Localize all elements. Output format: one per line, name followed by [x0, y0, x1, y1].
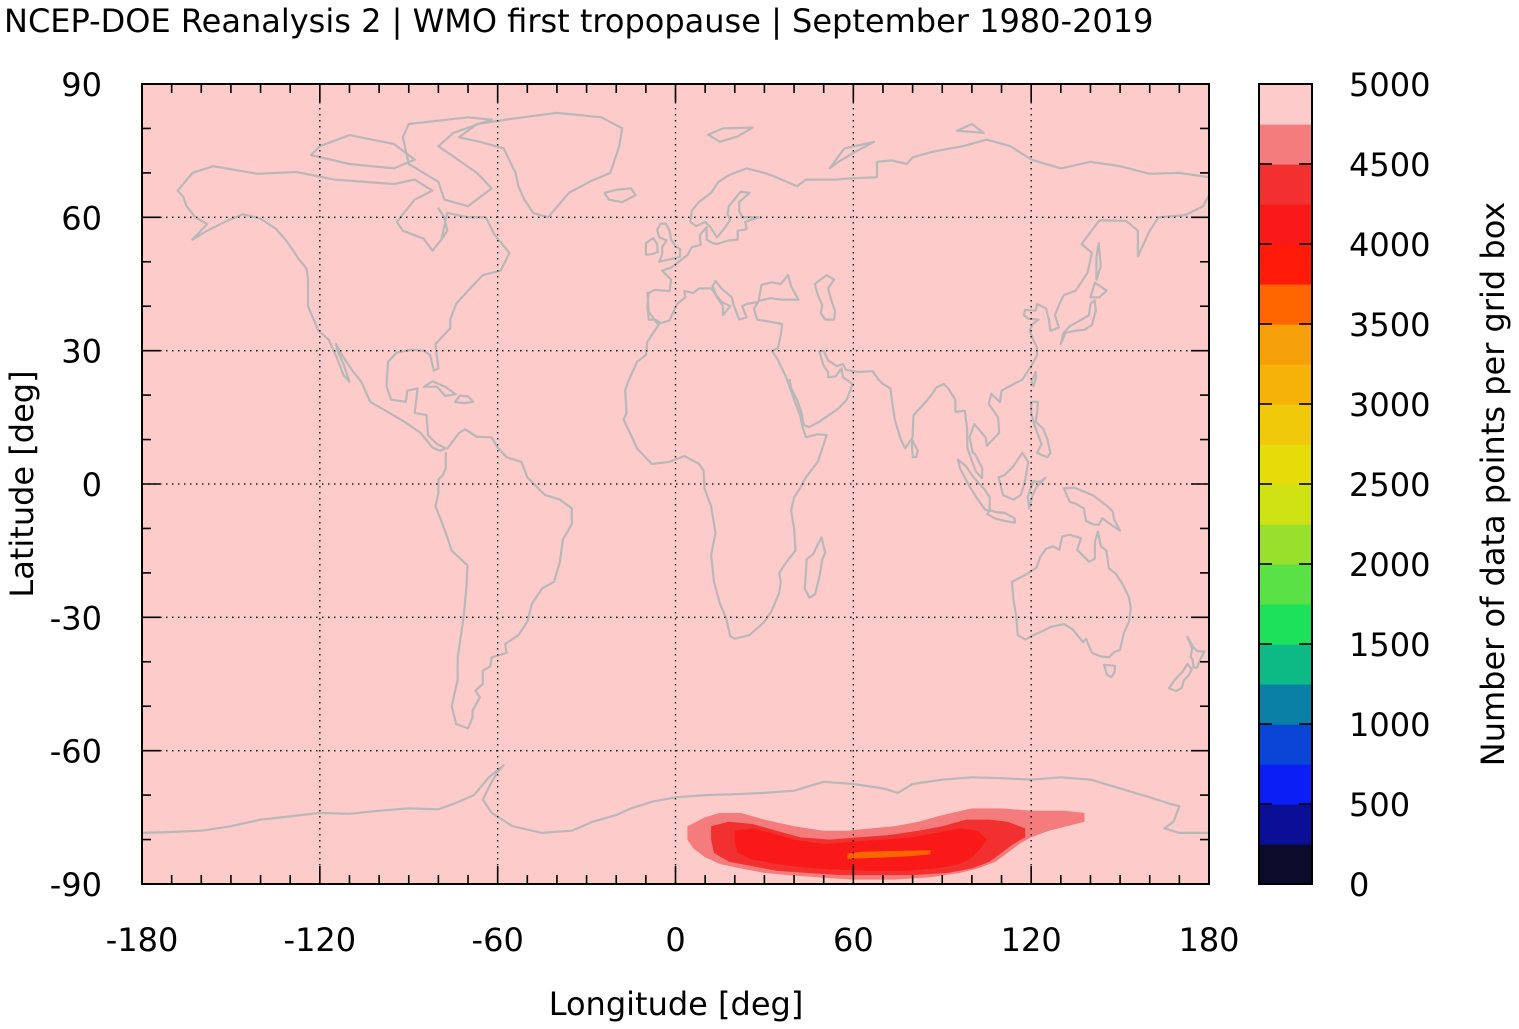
- coastline-borneo: [997, 451, 1030, 501]
- colorbar-tick-label: 5000: [1349, 66, 1430, 104]
- coastline-severnaya: [956, 122, 985, 134]
- coastline-cuba: [422, 380, 457, 398]
- colorbar-band: [1259, 364, 1312, 405]
- colorbar-band: [1259, 124, 1312, 165]
- coastline-japan: [1059, 298, 1097, 346]
- y-tick-label: -60: [50, 733, 102, 771]
- x-tick-label: -60: [472, 921, 524, 959]
- colorbar-band: [1259, 284, 1312, 325]
- coastline-nz-south: [1167, 662, 1193, 693]
- x-tick-labels: -180 -120 -60 0 60 120 180: [106, 921, 1240, 959]
- colorbar-band: [1259, 724, 1312, 765]
- colorbar-label: Number of data points per grid box: [1474, 202, 1512, 766]
- colorbar-tick-label: 4500: [1349, 146, 1430, 184]
- colorbar-band: [1259, 644, 1312, 685]
- colorbar-tick-label: 1500: [1349, 626, 1430, 664]
- y-tick-labels: 90 60 30 0 -30 -60 -90: [50, 66, 102, 904]
- coastline-north-america: [176, 165, 511, 452]
- y-tick-label: -30: [50, 599, 102, 637]
- colorbar-band: [1259, 844, 1312, 885]
- x-axis-label: Longitude [deg]: [549, 985, 804, 1023]
- coastline-arctic-islands: [309, 134, 416, 170]
- colorbar-band: [1259, 444, 1312, 485]
- colorbar-band: [1259, 604, 1312, 645]
- x-tick-label: 180: [1178, 921, 1239, 959]
- coastline-antarctica: [140, 764, 1211, 834]
- y-tick-label: 0: [82, 466, 102, 504]
- data-regions: [687, 808, 1085, 880]
- colorbar-band: [1259, 764, 1312, 805]
- colorbar-tick-label: 3000: [1349, 386, 1430, 424]
- coastline-novaya-zemlya: [828, 140, 876, 170]
- coastline-south-america: [434, 428, 573, 730]
- y-tick-label: -90: [50, 866, 102, 904]
- coastline-new-guinea: [1062, 486, 1122, 532]
- coastline-caspian: [813, 274, 837, 321]
- coastline-hudson-bay-east: [437, 207, 449, 241]
- coastline-ireland: [644, 237, 659, 256]
- colorbar-band: [1259, 564, 1312, 605]
- colorbar-tick-label: 2000: [1349, 546, 1430, 584]
- coastline-nz-north: [1186, 635, 1206, 669]
- coastline-black-sea: [757, 274, 800, 302]
- coastline-philippines: [1030, 400, 1052, 459]
- coastline-tasmania: [1103, 663, 1117, 679]
- coastline-sulawesi: [1026, 476, 1047, 510]
- y-tick-label: 90: [61, 66, 102, 104]
- plot-frame: [141, 83, 1210, 885]
- colorbar-band: [1259, 804, 1312, 845]
- x-tick-label: 60: [833, 921, 874, 959]
- coastline-taiwan: [1030, 370, 1038, 388]
- region-core: [847, 850, 931, 859]
- coastline-greenland: [458, 111, 624, 219]
- x-tick-label: 0: [665, 921, 685, 959]
- coastline-australia: [1010, 530, 1132, 659]
- plot-area: [140, 83, 1211, 885]
- colorbar-frame: [1258, 83, 1313, 885]
- coastline-eurasia-africa: [622, 138, 1211, 640]
- colorbar-band: [1259, 324, 1312, 365]
- coastline-sakhalin: [1095, 242, 1102, 281]
- gridlines: [142, 84, 1209, 884]
- colorbar-band: [1259, 164, 1312, 205]
- coastline-svalbard: [707, 126, 754, 143]
- colorbar-band: [1259, 404, 1312, 445]
- coastline-sri-lanka: [910, 439, 919, 459]
- region-inner: [734, 828, 987, 871]
- x-tick-label: -180: [106, 921, 179, 959]
- chart-title: NCEP-DOE Reanalysis 2 | WMO first tropop…: [4, 2, 1154, 40]
- colorbar-tick-label: 500: [1349, 786, 1410, 824]
- coastline-java: [986, 509, 1016, 524]
- colorbar-bands: [1259, 84, 1312, 885]
- coastline-hokkaido: [1089, 281, 1108, 299]
- colorbar-band: [1259, 484, 1312, 525]
- x-tick-label: 120: [1001, 921, 1062, 959]
- coastline-east-asia: [788, 194, 1211, 480]
- coastline-hispaniola: [453, 394, 475, 405]
- colorbar-tick-label: 1000: [1349, 706, 1430, 744]
- coastline-uk: [656, 222, 682, 263]
- coastline-baffin: [401, 116, 493, 208]
- colorbar-tick-label: 3500: [1349, 306, 1430, 344]
- colorbar-band: [1259, 684, 1312, 725]
- coastline-madagascar: [803, 536, 827, 599]
- y-tick-label: 60: [61, 199, 102, 237]
- y-axis-label: Latitude [deg]: [3, 370, 41, 597]
- colorbar: 5000450040003500300025002000150010005000…: [1258, 66, 1512, 904]
- colorbar-band: [1259, 524, 1312, 565]
- colorbar-tick-label: 0: [1349, 866, 1369, 904]
- colorbar-band: [1259, 244, 1312, 285]
- x-tick-label: -120: [284, 921, 357, 959]
- coastline-iceland: [603, 187, 637, 204]
- y-tick-label: 30: [61, 333, 102, 371]
- colorbar-tick-label: 4000: [1349, 226, 1430, 264]
- colorbar-band: [1259, 84, 1312, 125]
- coastlines: [140, 111, 1211, 834]
- colorbar-band: [1259, 204, 1312, 245]
- colorbar-tick-label: 2500: [1349, 466, 1430, 504]
